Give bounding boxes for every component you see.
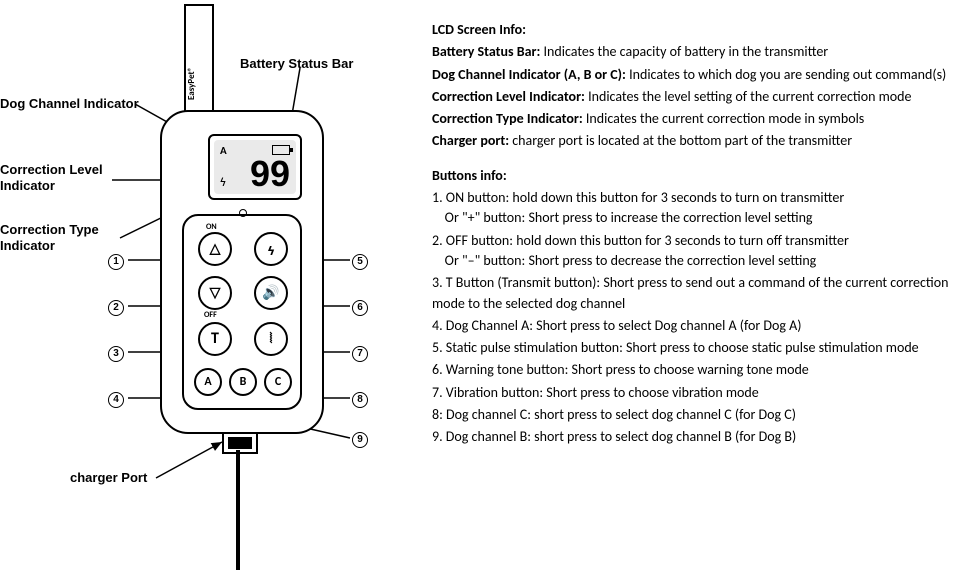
callout-battery: Battery Status Bar [240, 56, 353, 72]
button-info-item: 4. Dog Channel A: Short press to select … [432, 316, 962, 336]
button-info-item: 5. Static pulse stimulation button: Shor… [432, 338, 962, 358]
buttons-info-heading: Buttons info: [432, 166, 962, 186]
marker-3: 3 [108, 344, 124, 362]
button-info-item: 9. Dog channel B: short press to select … [432, 427, 962, 447]
marker-9: 9 [352, 430, 368, 448]
marker-5: 5 [352, 252, 368, 270]
lcd-info-item: Battery Status Bar: Indicates the capaci… [432, 42, 962, 62]
button-info-item: 3. T Button (Transmit button): Short pre… [432, 273, 962, 314]
button-info-item: 8: Dog channel C: short press to select … [432, 405, 962, 425]
off-label: OFF [204, 310, 217, 320]
vibration-button[interactable]: ⦚ [254, 322, 288, 356]
lcd-info-item: Charger port: charger port is located at… [432, 131, 962, 151]
lcd-screen: A ϟ 99 [208, 134, 302, 200]
on-plus-button[interactable]: △ [198, 232, 232, 266]
button-pad: ON △ ϟ ▽ OFF 🔊 T ⦚ A B C [182, 214, 302, 410]
channel-c-button[interactable]: C [264, 368, 292, 396]
lcd-info-item: Correction Level Indicator: Indicates th… [432, 87, 962, 107]
lcd-dog-channel: A [220, 144, 227, 157]
button-info-item: 7. Vibration button: Short press to choo… [432, 383, 962, 403]
lcd-info-item: Dog Channel Indicator (A, B or C): Indic… [432, 65, 962, 85]
off-minus-button[interactable]: ▽ [198, 276, 232, 310]
button-info-item: 6. Warning tone button: Short press to c… [432, 360, 962, 380]
lcd-info-item: Correction Type Indicator: Indicates the… [432, 109, 962, 129]
lcd-info-heading: LCD Screen Info: [432, 20, 962, 40]
callout-charger: charger Port [70, 470, 147, 486]
callout-level: Correction Level Indicator [0, 162, 103, 193]
correction-type-icon: ϟ [220, 173, 226, 188]
button-info-item: 1. ON button: hold down this button for … [432, 188, 962, 229]
marker-8: 8 [352, 390, 368, 408]
marker-4: 4 [108, 390, 124, 408]
marker-2: 2 [108, 298, 124, 316]
transmitter-diagram: Battery Status Bar Dog Channel Indicator… [0, 40, 420, 540]
marker-1: 1 [108, 252, 124, 270]
on-label: ON [206, 222, 217, 232]
tone-button[interactable]: 🔊 [254, 276, 288, 310]
t-button[interactable]: T [198, 322, 232, 356]
marker-7: 7 [352, 344, 368, 362]
button-info-item: 2. OFF button: hold down this button for… [432, 231, 962, 272]
channel-b-button[interactable]: B [229, 368, 257, 396]
static-button[interactable]: ϟ [254, 232, 288, 266]
marker-6: 6 [352, 298, 368, 316]
brand-label: EasyPet® [186, 78, 197, 100]
charger-port [222, 432, 258, 454]
lcd-level: 99 [250, 156, 290, 192]
channel-a-button[interactable]: A [194, 368, 222, 396]
callout-type: Correction Type Indicator [0, 222, 99, 253]
transmitter: A ϟ 99 ON △ ϟ ▽ OFF 🔊 T ⦚ A B C [160, 110, 320, 430]
text-column: LCD Screen Info: Battery Status Bar: Ind… [432, 20, 962, 450]
cable [236, 450, 240, 570]
callout-dog-channel: Dog Channel Indicator [0, 96, 139, 112]
